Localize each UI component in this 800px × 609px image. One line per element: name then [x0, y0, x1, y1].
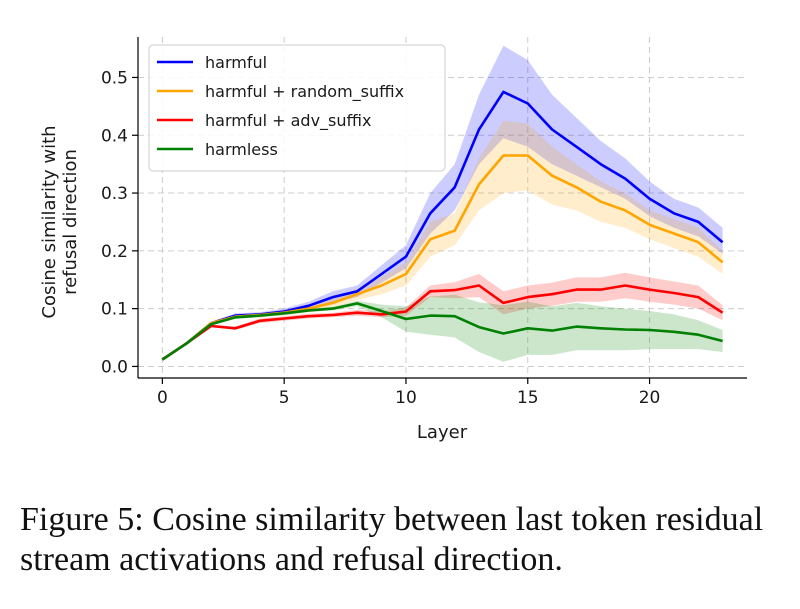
- legend-box: [148, 44, 446, 172]
- band-harmless: [162, 294, 723, 362]
- y-tick-label: 0.2: [101, 242, 128, 262]
- y-axis-label-line-2: refusal direction: [60, 149, 81, 295]
- band-harmful-adv-suffix: [162, 272, 723, 360]
- y-tick-label: 0.4: [101, 126, 128, 146]
- y-tick-label: 0.5: [101, 68, 128, 88]
- x-tick-label: 0: [157, 388, 168, 408]
- band-harmful: [162, 45, 723, 360]
- line-chart: 0 5 10 15 20 0.0 0.1 0.2 0.3 0.4 0.5 Layer Cosine …: [39, 37, 747, 443]
- x-tick-label: 5: [279, 388, 290, 408]
- y-tick-label: 0.3: [101, 184, 128, 204]
- axes: [137, 37, 747, 379]
- x-tick-label: 20: [639, 388, 661, 408]
- legend-label: harmful: [205, 53, 267, 72]
- tick-labels: 0 5 10 15 20 0.0 0.1 0.2 0.3 0.4 0.5: [101, 68, 660, 408]
- legend-label: harmless: [205, 140, 278, 159]
- figure-caption: Figure 5: Cosine similarity between last…: [20, 501, 764, 578]
- y-tick-label: 0.0: [101, 357, 128, 377]
- x-tick-label: 15: [517, 388, 539, 408]
- x-axis-label: Layer: [417, 422, 468, 443]
- y-axis-label-line-1: Cosine similarity with: [39, 125, 60, 318]
- series-lines: [161, 90, 724, 361]
- band-harmful-random-suffix: [162, 120, 723, 360]
- y-tick-label: 0.1: [101, 300, 128, 320]
- legend-label: harmful + random_suffix: [205, 82, 404, 102]
- legend-label: harmful + adv_suffix: [205, 111, 371, 131]
- y-axis-label: Cosine similarity with refusal direction: [39, 125, 81, 318]
- x-tick-label: 10: [395, 388, 417, 408]
- series-line-harmless: [161, 302, 723, 361]
- series-line-harmful-adv-suffix: [161, 284, 724, 361]
